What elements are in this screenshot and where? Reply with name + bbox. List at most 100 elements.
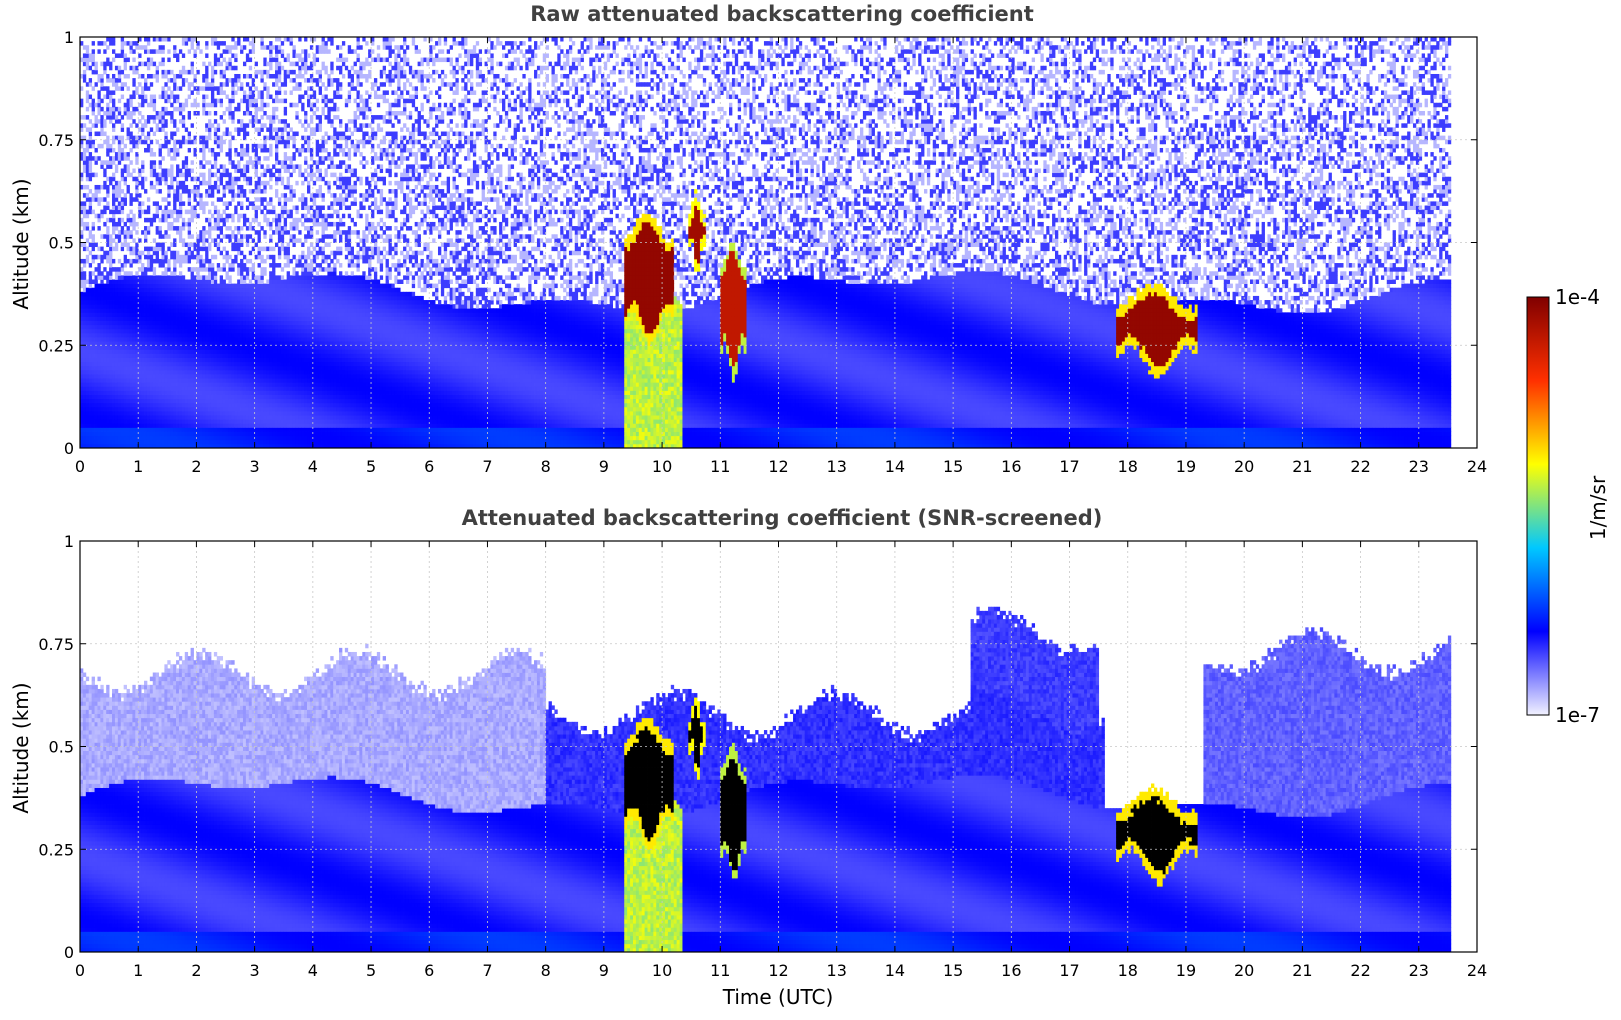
heatmap-cell xyxy=(97,349,100,354)
heatmap-cell xyxy=(83,78,86,83)
heatmap-cell xyxy=(141,436,144,441)
heatmap-cell xyxy=(103,197,106,202)
heatmap-cell xyxy=(86,90,89,95)
heatmap-cell xyxy=(112,440,115,445)
heatmap-cell xyxy=(112,99,115,104)
heatmap-cell xyxy=(115,403,118,408)
heatmap-cell xyxy=(100,415,103,420)
heatmap-cell xyxy=(86,255,89,260)
heatmap-cell xyxy=(86,440,89,445)
heatmap-cell xyxy=(144,82,147,87)
heatmap-cell xyxy=(100,382,103,387)
heatmap-cell xyxy=(118,99,121,104)
heatmap-cell xyxy=(86,156,89,161)
heatmap-cell xyxy=(132,300,135,305)
heatmap-cell xyxy=(124,111,127,116)
heatmap-cell xyxy=(118,206,121,211)
heatmap-cell xyxy=(118,382,121,387)
heatmap-cell xyxy=(92,382,95,387)
heatmap-cell xyxy=(109,395,112,400)
heatmap-cell xyxy=(144,45,147,50)
heatmap-cell xyxy=(144,304,147,309)
heatmap-cell xyxy=(141,127,144,132)
heatmap-cell xyxy=(112,226,115,231)
heatmap-cell xyxy=(86,427,89,432)
heatmap-cell xyxy=(121,378,124,383)
heatmap-cell xyxy=(97,226,100,231)
heatmap-cell xyxy=(132,395,135,400)
heatmap-cell xyxy=(141,419,144,424)
heatmap-cell xyxy=(106,95,109,100)
heatmap-cell xyxy=(106,148,109,153)
heatmap-cell xyxy=(147,337,150,342)
heatmap-cell xyxy=(100,132,103,137)
heatmap-cell xyxy=(132,275,135,280)
heatmap-cell xyxy=(109,181,112,186)
heatmap-cell xyxy=(109,247,112,252)
heatmap-cell xyxy=(118,378,121,383)
heatmap-cell xyxy=(138,366,141,371)
heatmap-cell xyxy=(147,378,150,383)
heatmap-cell xyxy=(100,296,103,301)
heatmap-cell xyxy=(103,366,106,371)
heatmap-cell xyxy=(129,378,132,383)
heatmap-cell xyxy=(92,123,95,128)
heatmap-cell xyxy=(109,90,112,95)
heatmap-cell xyxy=(153,366,156,371)
heatmap-cell xyxy=(100,411,103,416)
heatmap-cell xyxy=(106,358,109,363)
heatmap-cell xyxy=(103,251,106,256)
heatmap-cell xyxy=(118,345,121,350)
heatmap-cell xyxy=(127,156,130,161)
heatmap-cell xyxy=(115,370,118,375)
heatmap-cell xyxy=(127,316,130,321)
heatmap-cell xyxy=(141,370,144,375)
heatmap-cell xyxy=(95,275,98,280)
heatmap-cell xyxy=(124,436,127,441)
heatmap-cell xyxy=(100,234,103,239)
heatmap-cell xyxy=(103,395,106,400)
heatmap-cell xyxy=(132,144,135,149)
heatmap-cell xyxy=(112,218,115,223)
heatmap-cell xyxy=(95,185,98,190)
heatmap-cell xyxy=(141,415,144,420)
heatmap-cell xyxy=(86,362,89,367)
heatmap-cell xyxy=(86,407,89,412)
heatmap-cell xyxy=(144,358,147,363)
heatmap-cell xyxy=(112,206,115,211)
heatmap-cell xyxy=(150,74,153,79)
heatmap-cell xyxy=(153,353,156,358)
heatmap-cell xyxy=(83,362,86,367)
heatmap-cell xyxy=(118,432,121,437)
heatmap-cell xyxy=(106,288,109,293)
heatmap-cell xyxy=(124,432,127,437)
heatmap-cell xyxy=(138,140,141,145)
heatmap-cell xyxy=(109,407,112,412)
heatmap-cell xyxy=(132,436,135,441)
heatmap-cell xyxy=(127,395,130,400)
heatmap-cell xyxy=(106,103,109,108)
heatmap-cell xyxy=(144,119,147,124)
heatmap-cell xyxy=(121,427,124,432)
heatmap-cell xyxy=(92,411,95,416)
heatmap-cell xyxy=(132,95,135,100)
heatmap-cell xyxy=(144,362,147,367)
heatmap-cell xyxy=(144,279,147,284)
heatmap-cell xyxy=(124,279,127,284)
heatmap-cell xyxy=(83,366,86,371)
heatmap-cell xyxy=(106,206,109,211)
heatmap-cell xyxy=(100,255,103,260)
heatmap-cell xyxy=(115,353,118,358)
heatmap-cell xyxy=(121,362,124,367)
heatmap-cell xyxy=(121,148,124,153)
heatmap-cell xyxy=(144,37,147,42)
heatmap-cell xyxy=(141,210,144,215)
heatmap-cell xyxy=(124,74,127,79)
heatmap-cell xyxy=(127,366,130,371)
heatmap-cell xyxy=(92,399,95,404)
heatmap-cell xyxy=(124,316,127,321)
heatmap-cell xyxy=(124,255,127,260)
heatmap-cell xyxy=(118,325,121,330)
heatmap-cell xyxy=(150,325,153,330)
heatmap-cell xyxy=(118,423,121,428)
